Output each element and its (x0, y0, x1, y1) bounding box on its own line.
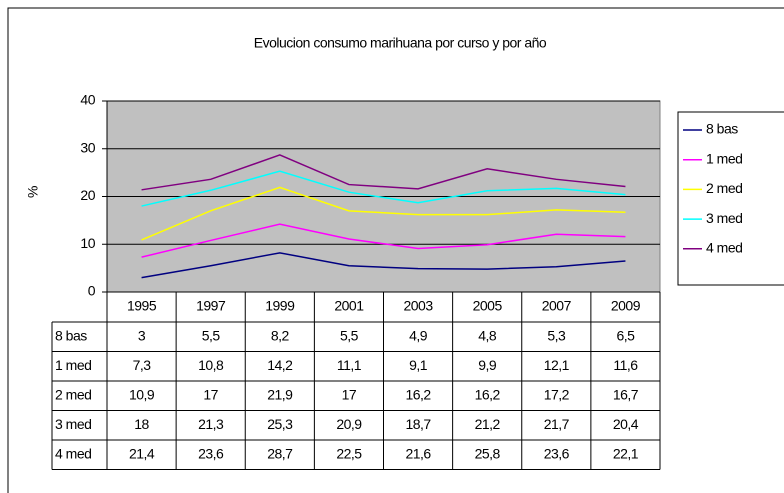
table-cell: 22,1 (613, 445, 639, 461)
table-cell: 16,2 (475, 386, 501, 402)
table-cell: 4,9 (409, 327, 428, 343)
legend-box (677, 111, 784, 286)
x-tick-label: 1995 (127, 298, 157, 314)
table-cell: 18 (134, 416, 149, 432)
y-tick-label: 40 (80, 92, 95, 108)
table-cell: 9,9 (478, 357, 497, 373)
series-line (141, 170, 626, 207)
table-cell: 21,2 (475, 416, 501, 432)
chart-title: Evolucion consumo marihuana por curso y … (254, 35, 547, 51)
table-series-label: 3 med (55, 416, 91, 432)
table-cell: 20,4 (613, 416, 639, 432)
table-cell: 14,2 (267, 357, 293, 373)
series-line (141, 223, 626, 258)
y-tick-label: 10 (80, 235, 95, 251)
series-line (141, 186, 626, 241)
table-cell: 17 (203, 386, 218, 402)
legend-label: 3 med (706, 210, 742, 226)
table-series-label: 2 med (55, 386, 91, 402)
table-cell: 11,6 (613, 357, 638, 373)
legend-label: 1 med (706, 150, 742, 166)
y-tick-label: 20 (80, 187, 95, 203)
table-cell: 21,3 (198, 416, 224, 432)
table-cell: 28,7 (267, 445, 293, 461)
table-cell: 11,1 (337, 357, 362, 373)
table-series-label: 4 med (55, 445, 91, 461)
table-cell: 21,7 (544, 416, 570, 432)
table-cell: 23,6 (198, 445, 224, 461)
table-cell: 16,7 (613, 386, 639, 402)
table-cell: 12,1 (544, 357, 570, 373)
table-cell: 6,5 (616, 327, 635, 343)
y-tick-label: 30 (80, 139, 95, 155)
table-cell: 25,3 (267, 416, 293, 432)
x-tick-label: 2007 (542, 298, 572, 314)
x-tick-label: 2009 (611, 298, 641, 314)
table-cell: 18,7 (405, 416, 431, 432)
series-line (141, 252, 626, 279)
table-cell: 10,8 (198, 357, 224, 373)
x-tick-label: 1997 (196, 298, 226, 314)
table-cell: 5,5 (340, 327, 359, 343)
table-cell: 21,4 (129, 445, 155, 461)
table-cell: 21,6 (405, 445, 431, 461)
table-cell: 20,9 (336, 416, 362, 432)
table-series-label: 8 bas (55, 327, 87, 343)
legend-label: 2 med (706, 180, 742, 196)
legend-label: 8 bas (706, 121, 738, 137)
table-cell: 5,5 (202, 327, 221, 343)
table-cell: 17 (342, 386, 357, 402)
table-cell: 8,2 (271, 327, 290, 343)
table-cell: 4,8 (478, 327, 497, 343)
table-cell: 5,3 (547, 327, 566, 343)
series-line (141, 154, 626, 191)
legend-label: 4 med (706, 240, 742, 256)
x-tick-label: 2001 (334, 298, 364, 314)
table-cell: 3 (138, 327, 146, 343)
table-cell: 23,6 (544, 445, 570, 461)
table-cell: 9,1 (409, 357, 428, 373)
table-cell: 25,8 (475, 445, 501, 461)
table-cell: 16,2 (405, 386, 431, 402)
x-tick-label: 2003 (403, 298, 433, 314)
table-cell: 10,9 (129, 386, 155, 402)
table-cell: 17,2 (544, 386, 570, 402)
table-cell: 21,9 (267, 386, 293, 402)
x-tick-label: 2005 (473, 298, 503, 314)
table-cell: 22,5 (336, 445, 362, 461)
y-tick-label: 0 (88, 283, 96, 299)
table-cell: 7,3 (133, 357, 152, 373)
table-series-label: 1 med (55, 357, 91, 373)
x-tick-label: 1999 (265, 298, 295, 314)
y-axis-label: % (25, 186, 41, 198)
